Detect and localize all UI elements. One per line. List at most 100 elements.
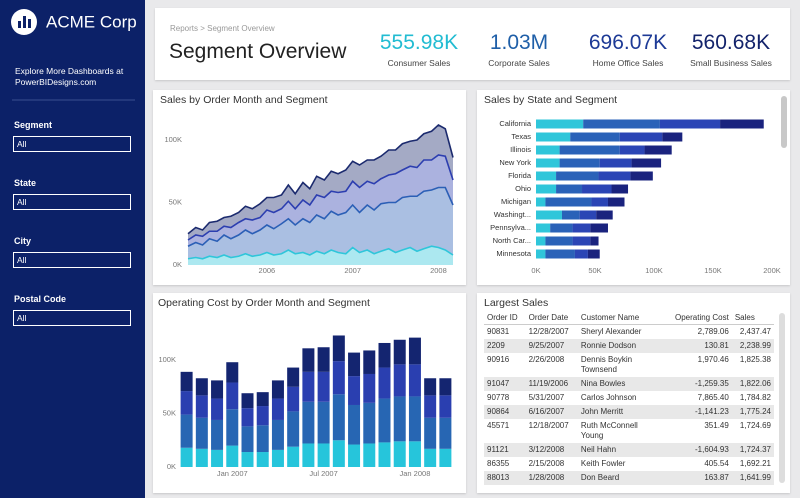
bar-segment	[302, 443, 315, 467]
bar-segment	[226, 362, 239, 383]
table-cell: Neil Hahn	[577, 443, 664, 457]
bar-segment	[590, 236, 599, 246]
bar-segment	[348, 352, 361, 377]
bar-segment	[256, 392, 269, 407]
table-cell: 1,692.21	[739, 459, 771, 468]
bar-segment	[408, 396, 421, 442]
x-tick-label: 100K	[645, 266, 663, 275]
bar-segment	[271, 398, 284, 420]
bar-segment	[256, 425, 269, 453]
bar-segment	[226, 409, 239, 446]
scrollbar[interactable]	[779, 313, 785, 483]
column-header[interactable]: Order Date	[525, 311, 578, 325]
series-line	[187, 245, 454, 260]
bar-segment	[536, 223, 551, 233]
table-cell: Dennis Boykin Townsend	[580, 355, 633, 374]
filter-dropdown[interactable]: All	[13, 194, 131, 210]
filter-value: All	[17, 255, 27, 265]
bar-segment	[378, 442, 391, 467]
table-cell: 2209	[484, 339, 526, 353]
kpi-label: Corporate Sales	[488, 58, 550, 68]
bar-segment	[439, 395, 452, 418]
filter-dropdown[interactable]: All	[13, 310, 131, 326]
table-cell: 351.49	[704, 421, 729, 430]
series-line	[187, 154, 454, 241]
bar-segment	[599, 158, 632, 168]
column-header[interactable]: Operating Cost	[663, 311, 732, 325]
column-header[interactable]: Customer Name	[577, 311, 664, 325]
x-tick-label: Jul 2007	[309, 469, 337, 478]
y-tick-label: 50K	[163, 409, 176, 418]
table-cell: Don Beard	[577, 471, 664, 485]
kpi-value: 560.68K	[691, 31, 771, 54]
bar-segment	[536, 132, 571, 142]
bar-segment	[630, 171, 653, 181]
table-row: 91047 11/19/2006 Nina Bowles -1,259.35 1,822…	[484, 377, 774, 391]
table-cell: 1,822.06	[731, 377, 774, 391]
bar-segment	[195, 417, 208, 449]
table-cell: Carlos Johnson	[580, 393, 637, 402]
panel: Sales by Order Month and Segment 0K 50K 100…	[153, 90, 466, 285]
area-fill	[188, 125, 453, 240]
bar-segment	[611, 184, 629, 194]
table-cell: 405.54	[704, 459, 729, 468]
table-cell: Sheryl Alexander	[580, 327, 642, 336]
chart-title: Sales by Order Month and Segment	[160, 94, 328, 106]
table-row: 90831 12/28/2007 Sheryl Alexander 2,789.06 2…	[484, 325, 774, 340]
table-cell: 2/26/2008	[528, 355, 565, 364]
promo[interactable]: Explore More Dashboards at PowerBIDesign…	[15, 66, 124, 87]
breadcrumb[interactable]: Reports > Segment Overview	[170, 24, 275, 33]
bar-segment	[659, 119, 721, 129]
bar-segment	[587, 249, 600, 259]
bar-segment	[348, 376, 361, 405]
table-cell: 90864	[484, 405, 526, 419]
category-label: North Car...	[493, 236, 531, 245]
bar-segment	[408, 441, 421, 467]
filter-dropdown[interactable]: All	[13, 252, 131, 268]
bar-segment	[536, 119, 584, 129]
table-title: Largest Sales	[484, 297, 549, 309]
header: Reports > Segment Overview Segment Overv…	[155, 8, 790, 80]
bar-segment	[536, 197, 546, 207]
table-cell: 2,437.47	[739, 327, 771, 336]
bar-segment	[271, 380, 284, 399]
table-cell: 90916	[487, 355, 510, 364]
y-tick-label: 0K	[167, 462, 176, 471]
filter-label: City	[14, 236, 32, 246]
y-tick-label: 0K	[173, 260, 182, 269]
scrollbar[interactable]	[781, 96, 787, 148]
filter-dropdown[interactable]: All	[13, 136, 131, 152]
table-cell: John Merritt	[577, 405, 664, 419]
table-cell: 163.87	[663, 471, 732, 485]
table-cell: 91047	[484, 377, 526, 391]
bar-segment	[195, 378, 208, 396]
bar-segment	[556, 171, 599, 181]
bar-segment	[363, 443, 376, 467]
header-row: Order ID Order Date Customer Name Operating…	[484, 311, 774, 325]
bar-segment	[317, 401, 330, 444]
y-tick-label: 100K	[164, 135, 182, 144]
bar-segment	[256, 406, 269, 426]
x-tick-label: 200K	[763, 266, 781, 275]
bar-segment	[572, 236, 591, 246]
table-cell: 9/25/2007	[525, 339, 578, 353]
table: Order ID Order Date Customer Name Operating…	[484, 311, 774, 485]
bar-segment	[536, 249, 546, 259]
table-cell: 7,865.40	[697, 393, 729, 402]
bar-segment	[287, 411, 300, 447]
table-cell: 2,789.06	[697, 327, 729, 336]
bar-segment	[180, 371, 193, 392]
sidebar: ACME Corp Explore More Dashboards at Pow…	[0, 0, 145, 498]
bar-segment	[378, 367, 391, 399]
column-header[interactable]: Sales	[731, 311, 774, 325]
table-row: 90864 6/16/2007 John Merritt -1,141.23 1,775…	[484, 405, 774, 419]
bar-segment	[393, 339, 406, 365]
x-tick-label: 150K	[704, 266, 722, 275]
table-cell: -1,259.35	[663, 377, 732, 391]
table-cell: -1,141.23	[663, 405, 732, 419]
column-header[interactable]: Order ID	[484, 311, 526, 325]
table-cell: 1,970.46	[697, 355, 729, 364]
table-cell: 130.81	[663, 339, 732, 353]
bar-segment	[408, 337, 421, 365]
table-cell: Ronnie Dodson	[577, 339, 664, 353]
